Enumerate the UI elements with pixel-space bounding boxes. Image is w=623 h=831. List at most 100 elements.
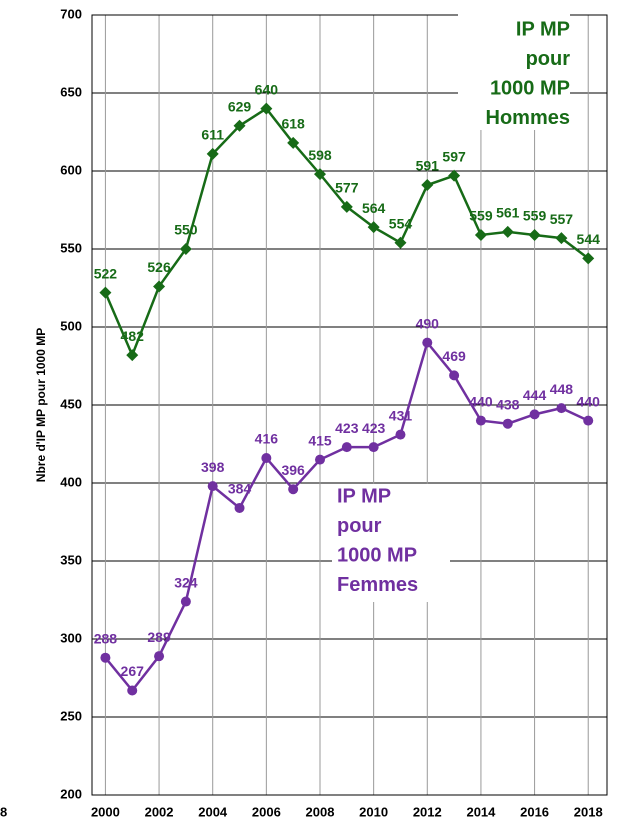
y-tick-label: 350: [60, 552, 82, 567]
marker: [99, 286, 112, 299]
data-label: 544: [577, 231, 601, 247]
data-label: 324: [174, 574, 198, 590]
marker: [583, 415, 594, 426]
data-label: 561: [496, 205, 520, 221]
x-tick-label: 2000: [91, 804, 120, 819]
annotation-box: [332, 484, 450, 602]
marker: [340, 200, 353, 213]
data-label: 618: [281, 116, 305, 132]
x-tick-label: 2006: [252, 804, 281, 819]
marker: [207, 481, 218, 492]
y-tick-label: 650: [60, 84, 82, 99]
marker: [153, 280, 166, 293]
data-label: 398: [201, 459, 225, 475]
y-tick-label: 700: [60, 6, 82, 21]
marker: [288, 484, 299, 495]
marker: [421, 179, 434, 192]
annotation-text: 1000 MP: [337, 544, 417, 566]
marker: [582, 252, 595, 265]
marker: [368, 442, 379, 453]
y-tick-label: 500: [60, 318, 82, 333]
annotation-text: 1000 MP: [490, 77, 570, 99]
marker: [314, 454, 325, 465]
clipped-label: 8: [0, 804, 7, 819]
x-tick-label: 2014: [466, 804, 496, 819]
data-label: 440: [469, 393, 493, 409]
y-tick-label: 200: [60, 786, 82, 801]
marker: [260, 102, 273, 115]
annotation-text: pour: [337, 515, 382, 537]
data-label: 522: [94, 265, 118, 281]
data-label: 440: [577, 393, 601, 409]
marker: [179, 243, 192, 255]
marker: [448, 169, 461, 182]
data-label: 448: [550, 381, 574, 397]
y-tick-label: 600: [60, 162, 82, 177]
data-label: 438: [496, 396, 520, 412]
annotation-text: Femmes: [337, 574, 418, 596]
data-label: 597: [442, 148, 466, 164]
marker: [233, 119, 246, 132]
marker: [287, 136, 300, 149]
y-axis-label: Nbre d'IP MP pour 1000 MP: [34, 328, 48, 482]
data-label: 577: [335, 180, 359, 196]
data-label: 416: [255, 431, 279, 447]
x-tick-label: 2004: [198, 804, 228, 819]
x-tick-label: 2012: [413, 804, 442, 819]
x-tick-label: 2002: [145, 804, 174, 819]
data-label: 490: [416, 315, 440, 331]
data-label: 289: [147, 629, 171, 645]
x-tick-label: 2016: [520, 804, 549, 819]
data-label: 469: [442, 348, 466, 364]
data-label: 396: [281, 462, 305, 478]
data-label: 557: [550, 211, 574, 227]
data-label: 423: [335, 420, 359, 436]
y-tick-label: 400: [60, 474, 82, 489]
y-tick-label: 300: [60, 630, 82, 645]
data-label: 482: [121, 328, 145, 344]
marker: [126, 349, 139, 362]
y-tick-label: 550: [60, 240, 82, 255]
data-label: 267: [121, 663, 145, 679]
data-label: 415: [308, 432, 332, 448]
data-label: 384: [228, 481, 252, 497]
data-label: 611: [201, 127, 224, 143]
marker: [475, 415, 486, 426]
marker: [313, 168, 326, 181]
annotation-text: IP MP: [337, 485, 391, 507]
data-label: 288: [94, 630, 118, 646]
y-tick-label: 250: [60, 708, 82, 723]
data-label: 564: [362, 200, 386, 216]
data-label: 554: [389, 215, 413, 231]
marker: [395, 429, 406, 440]
marker: [422, 337, 433, 348]
marker: [127, 685, 138, 696]
x-tick-label: 2018: [574, 804, 603, 819]
marker: [261, 453, 272, 464]
data-label: 423: [362, 420, 386, 436]
marker: [154, 651, 165, 662]
marker: [501, 225, 514, 238]
marker: [206, 147, 219, 160]
data-label: 629: [228, 98, 252, 114]
marker: [367, 221, 380, 234]
data-label: 444: [523, 387, 547, 403]
data-label: 559: [469, 208, 493, 224]
annotation-text: IP MP: [516, 18, 570, 40]
data-label: 640: [255, 81, 279, 97]
annotation-text: Hommes: [486, 107, 570, 129]
marker: [100, 652, 111, 663]
marker: [474, 228, 487, 241]
marker: [555, 232, 568, 245]
y-tick-label: 450: [60, 396, 82, 411]
marker: [341, 442, 352, 453]
data-label: 526: [147, 259, 171, 275]
marker: [502, 418, 513, 429]
marker: [556, 403, 567, 414]
marker: [449, 370, 460, 381]
annotation-text: pour: [526, 48, 571, 70]
marker: [234, 502, 245, 513]
